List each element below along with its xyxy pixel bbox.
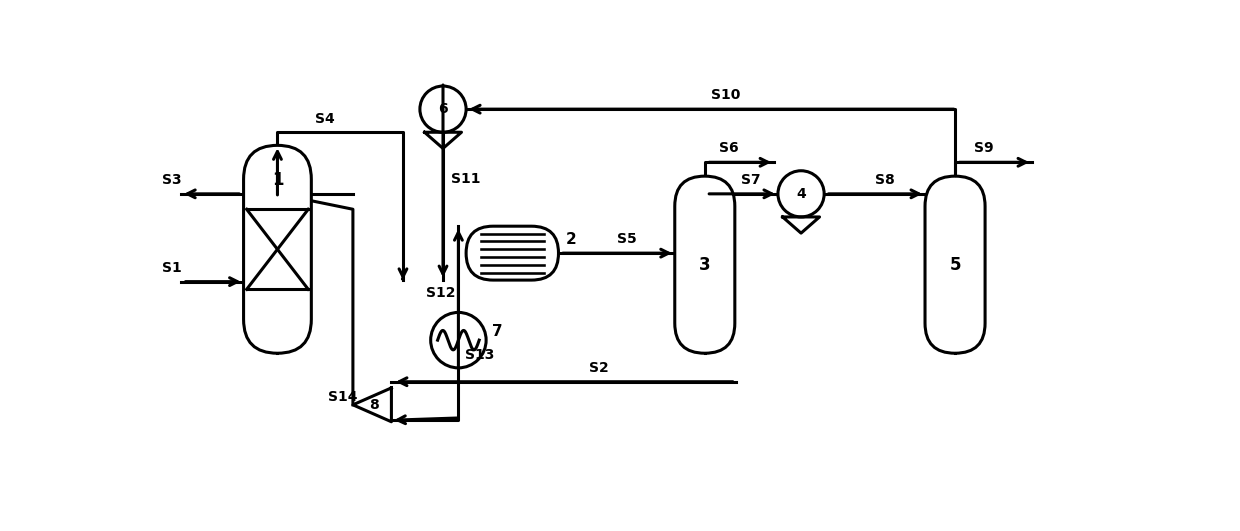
Text: S7: S7 <box>742 173 760 187</box>
Text: 8: 8 <box>368 398 378 412</box>
FancyBboxPatch shape <box>466 226 558 280</box>
Text: S3: S3 <box>162 173 181 187</box>
Circle shape <box>777 171 825 217</box>
Text: 4: 4 <box>796 187 806 201</box>
Text: S14: S14 <box>329 390 358 404</box>
Text: 7: 7 <box>492 324 503 339</box>
FancyBboxPatch shape <box>243 145 311 353</box>
Text: S5: S5 <box>616 232 636 246</box>
Text: S13: S13 <box>465 348 494 362</box>
Text: 5: 5 <box>950 256 961 273</box>
Text: 3: 3 <box>699 256 711 273</box>
Text: 6: 6 <box>438 102 448 116</box>
Text: S4: S4 <box>315 112 335 126</box>
Text: S10: S10 <box>711 88 740 102</box>
Polygon shape <box>353 388 392 422</box>
Circle shape <box>420 86 466 132</box>
FancyBboxPatch shape <box>675 176 735 353</box>
Text: S1: S1 <box>162 261 182 275</box>
Text: S11: S11 <box>450 172 480 186</box>
Text: S12: S12 <box>427 286 455 300</box>
Text: S9: S9 <box>975 141 994 155</box>
Text: S8: S8 <box>874 173 894 187</box>
Text: S6: S6 <box>719 141 738 155</box>
Text: 2: 2 <box>567 232 577 247</box>
Text: 1: 1 <box>272 171 283 189</box>
Circle shape <box>430 312 486 368</box>
FancyBboxPatch shape <box>925 176 985 353</box>
Text: S2: S2 <box>589 361 609 375</box>
